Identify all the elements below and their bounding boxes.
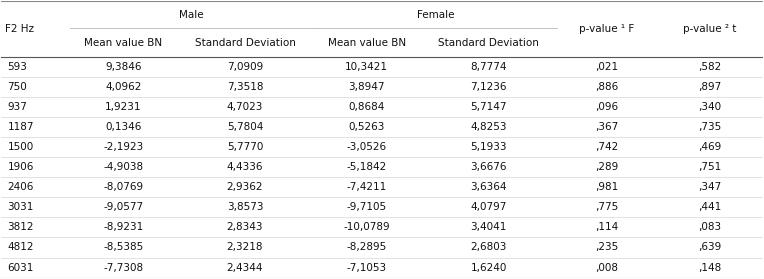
Text: -9,0577: -9,0577 xyxy=(103,202,143,212)
Text: ,775: ,775 xyxy=(595,202,618,212)
Text: 1187: 1187 xyxy=(8,122,34,132)
Text: 1,6240: 1,6240 xyxy=(471,263,507,273)
Text: ,096: ,096 xyxy=(595,102,618,112)
Text: ,742: ,742 xyxy=(595,142,618,152)
Text: 3812: 3812 xyxy=(8,222,34,232)
Text: -8,0769: -8,0769 xyxy=(103,182,143,192)
Text: -5,1842: -5,1842 xyxy=(347,162,387,172)
Text: ,367: ,367 xyxy=(595,122,618,132)
Text: F2 Hz: F2 Hz xyxy=(5,24,34,34)
Text: 593: 593 xyxy=(8,62,28,72)
Text: 4,0797: 4,0797 xyxy=(471,202,507,212)
Text: 4,4336: 4,4336 xyxy=(227,162,264,172)
Text: 2406: 2406 xyxy=(8,182,34,192)
Text: 4812: 4812 xyxy=(8,242,34,252)
Text: ,114: ,114 xyxy=(595,222,618,232)
Text: Female: Female xyxy=(416,10,454,20)
Text: ,340: ,340 xyxy=(698,102,721,112)
Text: 4,7023: 4,7023 xyxy=(227,102,263,112)
Text: 1,9231: 1,9231 xyxy=(105,102,141,112)
Text: 3,6676: 3,6676 xyxy=(471,162,507,172)
Text: -8,9231: -8,9231 xyxy=(103,222,144,232)
Text: Standard Deviation: Standard Deviation xyxy=(195,38,296,48)
Text: 4,0962: 4,0962 xyxy=(105,82,141,92)
Text: 5,1933: 5,1933 xyxy=(471,142,507,152)
Text: 5,7770: 5,7770 xyxy=(227,142,263,152)
Text: Standard Deviation: Standard Deviation xyxy=(438,38,539,48)
Text: ,735: ,735 xyxy=(698,122,721,132)
Text: 6031: 6031 xyxy=(8,263,34,273)
Text: ,083: ,083 xyxy=(698,222,721,232)
Text: 1906: 1906 xyxy=(8,162,34,172)
Text: ,235: ,235 xyxy=(595,242,618,252)
Text: 2,9362: 2,9362 xyxy=(227,182,264,192)
Text: 3,8947: 3,8947 xyxy=(348,82,385,92)
Text: -3,0526: -3,0526 xyxy=(347,142,387,152)
Text: 10,3421: 10,3421 xyxy=(345,62,388,72)
Text: -2,1923: -2,1923 xyxy=(103,142,144,152)
Text: 3,6364: 3,6364 xyxy=(471,182,507,192)
Text: ,148: ,148 xyxy=(698,263,721,273)
Text: p-value ¹ F: p-value ¹ F xyxy=(579,24,634,34)
Text: -4,9038: -4,9038 xyxy=(103,162,143,172)
Text: 2,4344: 2,4344 xyxy=(227,263,264,273)
Text: 5,7147: 5,7147 xyxy=(471,102,507,112)
Text: ,008: ,008 xyxy=(595,263,618,273)
Text: ,347: ,347 xyxy=(698,182,721,192)
Text: ,021: ,021 xyxy=(595,62,618,72)
Text: 4,8253: 4,8253 xyxy=(471,122,507,132)
Text: -7,4211: -7,4211 xyxy=(347,182,387,192)
Text: p-value ² t: p-value ² t xyxy=(683,24,736,34)
Text: -9,7105: -9,7105 xyxy=(347,202,387,212)
Text: -7,7308: -7,7308 xyxy=(103,263,143,273)
Text: 5,7804: 5,7804 xyxy=(227,122,263,132)
Text: 2,6803: 2,6803 xyxy=(471,242,507,252)
Text: 3,4041: 3,4041 xyxy=(471,222,507,232)
Text: 3031: 3031 xyxy=(8,202,34,212)
Text: -8,2895: -8,2895 xyxy=(347,242,387,252)
Text: 937: 937 xyxy=(8,102,28,112)
Text: ,897: ,897 xyxy=(698,82,721,92)
Text: 2,3218: 2,3218 xyxy=(227,242,264,252)
Text: -8,5385: -8,5385 xyxy=(103,242,144,252)
Text: 7,0909: 7,0909 xyxy=(227,62,263,72)
Text: 9,3846: 9,3846 xyxy=(105,62,141,72)
Text: ,469: ,469 xyxy=(698,142,721,152)
Text: ,441: ,441 xyxy=(698,202,721,212)
Text: Mean value BN: Mean value BN xyxy=(84,38,162,48)
Text: 750: 750 xyxy=(8,82,28,92)
Text: 0,5263: 0,5263 xyxy=(348,122,385,132)
Text: 2,8343: 2,8343 xyxy=(227,222,264,232)
Text: Mean value BN: Mean value BN xyxy=(328,38,406,48)
Text: ,582: ,582 xyxy=(698,62,721,72)
Text: ,751: ,751 xyxy=(698,162,721,172)
Text: ,639: ,639 xyxy=(698,242,721,252)
Text: ,981: ,981 xyxy=(595,182,618,192)
Text: 0,1346: 0,1346 xyxy=(105,122,141,132)
Text: -10,0789: -10,0789 xyxy=(344,222,390,232)
Text: 8,7774: 8,7774 xyxy=(471,62,507,72)
Text: Male: Male xyxy=(180,10,204,20)
Text: 7,3518: 7,3518 xyxy=(227,82,264,92)
Text: -7,1053: -7,1053 xyxy=(347,263,387,273)
Text: 0,8684: 0,8684 xyxy=(348,102,385,112)
Text: 3,8573: 3,8573 xyxy=(227,202,264,212)
Text: ,886: ,886 xyxy=(595,82,618,92)
Text: ,289: ,289 xyxy=(595,162,618,172)
Text: 1500: 1500 xyxy=(8,142,34,152)
Text: 7,1236: 7,1236 xyxy=(471,82,507,92)
